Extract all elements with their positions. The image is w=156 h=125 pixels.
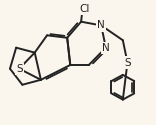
- Text: S: S: [16, 64, 23, 74]
- Text: Cl: Cl: [79, 4, 89, 14]
- Text: N: N: [102, 43, 110, 53]
- Text: N: N: [97, 20, 105, 30]
- Text: S: S: [124, 58, 131, 68]
